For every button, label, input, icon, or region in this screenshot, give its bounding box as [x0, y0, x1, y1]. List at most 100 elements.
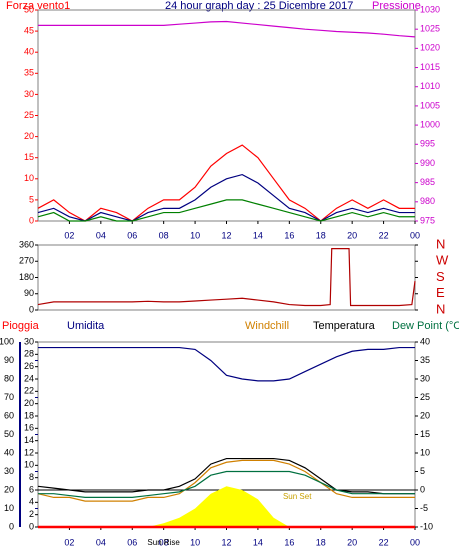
- y-tick-label: 20: [4, 484, 14, 494]
- legend-entry: Pressione: [372, 0, 421, 12]
- y2-tick-label: S: [436, 269, 445, 284]
- x-tick-label: 22: [379, 537, 389, 547]
- x-tick-label: 06: [127, 537, 137, 547]
- y-tick-label: 35: [24, 68, 34, 78]
- y2-tick-label: 1010: [420, 81, 440, 91]
- series-line: [37, 248, 416, 307]
- y2-tick-label: 990: [420, 158, 435, 168]
- y-tick-label: 18: [24, 410, 34, 420]
- x-tick-label: 00: [410, 230, 420, 240]
- x-tick-label: 10: [190, 537, 200, 547]
- y-tick-label: 4: [29, 497, 34, 507]
- y2-tick-label: 1015: [420, 62, 440, 72]
- y-tick-label: 10: [24, 460, 34, 470]
- chart-title: 24 hour graph day : 25 Dicembre 2017: [165, 0, 353, 12]
- legend-entry: Forza vento1: [6, 0, 70, 12]
- y-tick-label: 30: [24, 336, 34, 346]
- series-line: [38, 470, 415, 498]
- y-tick-label: 50: [4, 429, 14, 439]
- solar-area: [38, 486, 415, 527]
- x-tick-label: 06: [127, 230, 137, 240]
- y-tick-label: 20: [24, 131, 34, 141]
- x-tick-label: 12: [221, 230, 231, 240]
- y-tick-label: 0: [9, 521, 14, 531]
- y-tick-label: 14: [24, 435, 34, 445]
- x-tick-label: 16: [284, 230, 294, 240]
- legend-entry: Umidita: [67, 320, 105, 332]
- y-tick-label: 20: [24, 398, 34, 408]
- y2-tick-label: 1000: [420, 119, 440, 129]
- x-tick-label: 08: [159, 537, 169, 547]
- y-tick-label: 270: [19, 256, 34, 266]
- y-tick-label: 60: [4, 410, 14, 420]
- y-tick-label: 30: [4, 466, 14, 476]
- y-tick-label: 90: [24, 288, 34, 298]
- x-tick-label: 12: [221, 537, 231, 547]
- y2-tick-label: 995: [420, 139, 435, 149]
- y2-tick-label: 30: [420, 373, 430, 383]
- y-tick-label: 16: [24, 423, 34, 433]
- y2-tick-label: 5: [420, 466, 425, 476]
- y2-tick-label: 0: [420, 484, 425, 494]
- y-tick-label: 5: [29, 194, 34, 204]
- y-tick-label: 12: [24, 447, 34, 457]
- series-line: [37, 173, 415, 222]
- x-tick-label: 18: [316, 230, 326, 240]
- series-line: [37, 199, 415, 222]
- y2-tick-label: 40: [420, 336, 430, 346]
- series-line: [37, 459, 415, 502]
- series-line: [38, 346, 415, 382]
- y2-tick-label: -5: [420, 503, 428, 513]
- y2-tick-label: 975: [420, 215, 435, 225]
- x-tick-label: 14: [253, 230, 263, 240]
- y-tick-label: 28: [24, 349, 34, 359]
- x-tick-label: 20: [347, 230, 357, 240]
- y-tick-label: 90: [4, 355, 14, 365]
- y2-tick-label: 20: [420, 410, 430, 420]
- y-tick-label: 10: [4, 503, 14, 513]
- y2-tick-label: 1020: [420, 43, 440, 53]
- y2-tick-label: 25: [420, 392, 430, 402]
- legend-entry: Dew Point (°C: [392, 320, 459, 332]
- series-line: [37, 144, 415, 222]
- y-tick-label: 26: [24, 361, 34, 371]
- y2-tick-label: 1025: [420, 24, 440, 34]
- y-tick-label: 15: [24, 152, 34, 162]
- series-line: [37, 457, 415, 495]
- legend-entry: Temperatura: [313, 320, 376, 332]
- x-tick-label: 10: [190, 230, 200, 240]
- y-tick-label: 360: [19, 239, 34, 249]
- series-line: [38, 20, 416, 38]
- x-tick-label: 02: [64, 537, 74, 547]
- y2-tick-label: -10: [420, 521, 433, 531]
- y2-tick-label: N: [436, 301, 445, 316]
- y-tick-label: 8: [29, 472, 34, 482]
- y-tick-label: 0: [29, 304, 34, 314]
- y-tick-label: 0: [29, 521, 34, 531]
- x-tick-label: 20: [347, 537, 357, 547]
- y-tick-label: 22: [24, 386, 34, 396]
- y-tick-label: 45: [24, 25, 34, 35]
- y-tick-label: 180: [19, 272, 34, 282]
- x-tick-label: 04: [96, 537, 106, 547]
- y-tick-label: 50: [24, 4, 34, 14]
- y-tick-label: 80: [4, 373, 14, 383]
- y2-tick-label: N: [436, 236, 445, 251]
- y2-tick-label: 985: [420, 177, 435, 187]
- y-tick-label: 0: [29, 215, 34, 225]
- y2-tick-label: 35: [420, 355, 430, 365]
- y2-tick-label: 980: [420, 196, 435, 206]
- y-tick-label: 24: [24, 373, 34, 383]
- y-tick-label: 25: [24, 110, 34, 120]
- y-tick-label: 30: [24, 89, 34, 99]
- y-tick-label: 100: [0, 336, 14, 346]
- y-tick-label: 40: [24, 47, 34, 57]
- x-tick-label: 16: [284, 537, 294, 547]
- x-tick-label: 18: [316, 537, 326, 547]
- x-tick-label: 04: [96, 230, 106, 240]
- x-tick-label: 00: [410, 537, 420, 547]
- y2-tick-label: E: [436, 285, 445, 300]
- y2-tick-label: 1030: [420, 4, 440, 14]
- y-tick-label: 6: [29, 484, 34, 494]
